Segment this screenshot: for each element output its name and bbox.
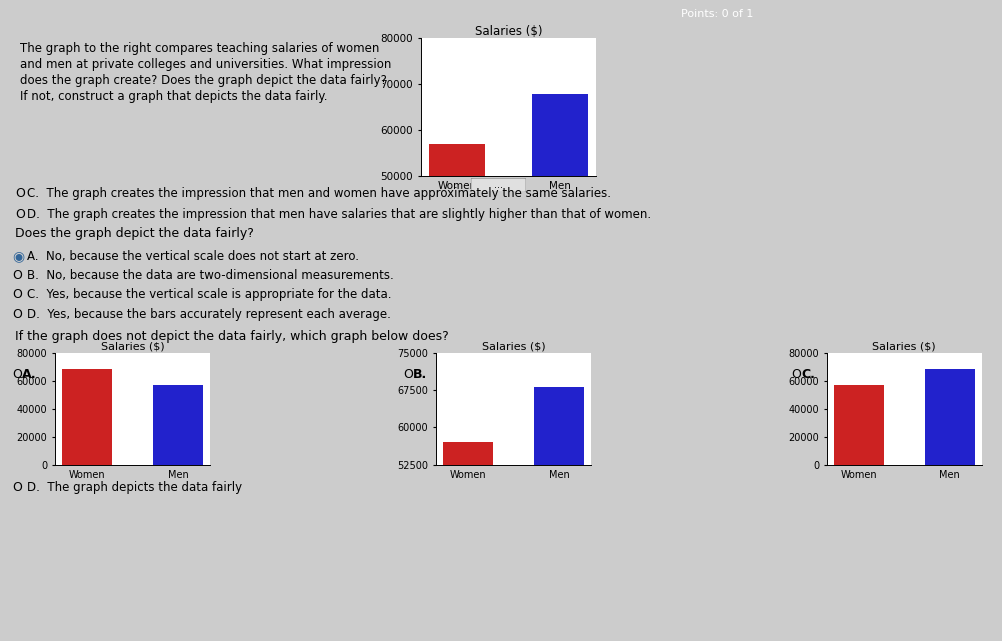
Bar <box>532 94 588 406</box>
Text: and men at private colleges and universities. What impression: and men at private colleges and universi… <box>20 58 392 71</box>
Text: B.  No, because the data are two-dimensional measurements.: B. No, because the data are two-dimensio… <box>27 269 394 282</box>
Text: A.: A. <box>22 369 37 381</box>
Title: Salaries ($): Salaries ($) <box>873 342 936 352</box>
Bar <box>153 385 203 465</box>
Text: B.: B. <box>413 369 427 381</box>
Text: O: O <box>12 288 22 301</box>
Text: If the graph does not depict the data fairly, which graph below does?: If the graph does not depict the data fa… <box>15 330 449 343</box>
Bar <box>925 369 975 465</box>
Bar <box>443 442 493 641</box>
Title: Salaries ($): Salaries ($) <box>475 26 542 38</box>
Text: O: O <box>792 369 802 381</box>
Text: ◉: ◉ <box>12 249 24 263</box>
Text: O: O <box>12 369 22 381</box>
Bar <box>834 385 884 465</box>
Text: Points: 0 of 1: Points: 0 of 1 <box>681 10 754 19</box>
Text: C.  Yes, because the vertical scale is appropriate for the data.: C. Yes, because the vertical scale is ap… <box>27 288 392 301</box>
FancyBboxPatch shape <box>471 178 526 192</box>
Text: does the graph create? Does the graph depict the data fairly?: does the graph create? Does the graph de… <box>20 74 387 87</box>
Text: The graph to the right compares teaching salaries of women: The graph to the right compares teaching… <box>20 42 380 54</box>
Text: O: O <box>12 481 22 494</box>
Bar <box>534 387 584 641</box>
Text: O: O <box>15 208 25 221</box>
Text: Does the graph depict the data fairly?: Does the graph depict the data fairly? <box>15 228 254 240</box>
Text: O: O <box>403 369 413 381</box>
Title: Salaries ($): Salaries ($) <box>101 342 164 352</box>
Text: D.  The graph creates the impression that men have salaries that are slightly hi: D. The graph creates the impression that… <box>27 208 651 221</box>
Text: A.  No, because the vertical scale does not start at zero.: A. No, because the vertical scale does n… <box>27 250 359 263</box>
Text: C.  The graph creates the impression that men and women have approximately the s: C. The graph creates the impression that… <box>27 187 611 200</box>
Text: O: O <box>12 269 22 282</box>
Text: If not, construct a graph that depicts the data fairly.: If not, construct a graph that depicts t… <box>20 90 328 103</box>
Text: O: O <box>12 308 22 320</box>
Bar <box>62 369 112 465</box>
Text: D.  Yes, because the bars accurately represent each average.: D. Yes, because the bars accurately repr… <box>27 308 391 320</box>
Bar <box>429 144 485 406</box>
Text: ...: ... <box>494 180 503 190</box>
Text: C.: C. <box>802 369 816 381</box>
Title: Salaries ($): Salaries ($) <box>482 342 545 352</box>
Text: O: O <box>15 187 25 200</box>
Text: D.  The graph depicts the data fairly: D. The graph depicts the data fairly <box>27 481 242 494</box>
